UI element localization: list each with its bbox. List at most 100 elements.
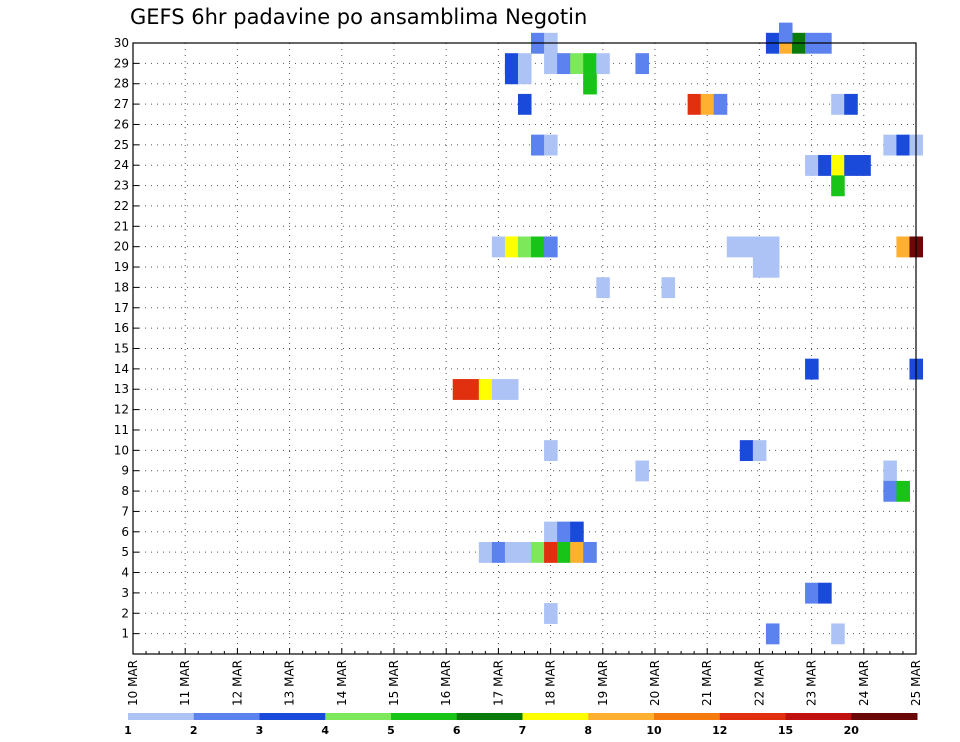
legend-label: 3 [256, 724, 264, 737]
precip-cell [570, 53, 584, 75]
precip-cell [544, 53, 558, 75]
precip-cell [726, 236, 741, 258]
y-tick-label: 18 [114, 280, 129, 294]
precip-cell [544, 541, 558, 563]
y-tick-label: 3 [121, 586, 129, 600]
precip-cell [491, 379, 506, 400]
precip-cell [570, 521, 584, 543]
precip-cell [635, 460, 649, 482]
y-tick-label: 19 [114, 260, 129, 274]
precip-cell [805, 358, 819, 380]
precip-cell [805, 155, 819, 176]
precip-cell [531, 236, 545, 258]
precip-cell [635, 53, 649, 75]
precip-cell [883, 134, 897, 156]
x-tick-label: 10 MAR [126, 660, 140, 706]
legend-label: 10 [646, 724, 662, 737]
legend-swatch [785, 713, 852, 720]
precip-cell [831, 175, 845, 197]
precip-cell [739, 440, 754, 462]
precip-cell [491, 541, 506, 563]
precip-cell [661, 277, 676, 299]
y-tick-label: 21 [114, 219, 129, 233]
legend-swatch [325, 713, 392, 720]
precip-cell [765, 236, 780, 258]
x-tick-label: 18 MAR [544, 660, 558, 706]
precip-cell [596, 277, 610, 299]
y-tick-label: 26 [114, 117, 129, 131]
legend-label: 6 [453, 724, 461, 737]
y-tick-label: 16 [114, 321, 129, 335]
x-tick-label: 24 MAR [857, 660, 871, 706]
legend-swatch [193, 713, 260, 720]
precip-cell [752, 256, 767, 278]
precip-cell [544, 440, 558, 462]
legend-swatch [588, 713, 655, 720]
y-tick-label: 28 [114, 77, 129, 91]
legend-swatch [128, 713, 195, 720]
y-tick-label: 12 [114, 403, 129, 417]
legend-label: 5 [387, 724, 395, 737]
x-tick-label: 11 MAR [178, 660, 192, 706]
x-tick-label: 15 MAR [387, 660, 401, 706]
x-tick-label: 19 MAR [596, 660, 610, 706]
precip-cell [570, 541, 584, 563]
y-tick-label: 4 [121, 566, 129, 580]
y-tick-label: 29 [114, 56, 129, 70]
y-tick-label: 22 [114, 199, 129, 213]
precip-cell [765, 623, 780, 645]
precip-cell [831, 93, 845, 115]
legend-label: 1 [124, 724, 132, 737]
precip-cell [831, 623, 845, 645]
chart-title: GEFS 6hr padavine po ansamblima Negotin [130, 5, 587, 29]
y-axis: 1234567891011121314151617181920212223242… [114, 36, 139, 641]
x-tick-label: 12 MAR [230, 660, 244, 706]
precip-cell [517, 93, 532, 115]
y-tick-label: 30 [114, 36, 129, 50]
x-tick-label: 22 MAR [752, 660, 766, 706]
legend-swatch [851, 713, 918, 720]
legend-swatch [391, 713, 458, 720]
x-tick-label: 17 MAR [491, 660, 505, 706]
y-tick-label: 25 [114, 138, 129, 152]
precip-cell [478, 379, 493, 400]
precip-cell [491, 236, 506, 258]
legend-label: 4 [321, 724, 329, 737]
precip-cell [544, 236, 558, 258]
y-tick-label: 8 [121, 484, 129, 498]
precip-cell [752, 440, 767, 462]
precip-cell [896, 236, 910, 258]
cells [452, 22, 924, 645]
precip-cell [857, 155, 871, 176]
precip-cell [544, 603, 558, 624]
y-tick-label: 10 [114, 443, 129, 457]
legend-label: 7 [519, 724, 527, 737]
x-tick-label: 23 MAR [805, 660, 819, 706]
precip-cell [896, 480, 910, 502]
precip-cell [557, 53, 571, 75]
legend-label: 8 [584, 724, 592, 737]
precip-cell [583, 73, 597, 95]
precip-cell [765, 256, 780, 278]
y-tick-label: 23 [114, 179, 129, 193]
precip-cell [687, 93, 702, 115]
y-tick-label: 9 [121, 464, 129, 478]
legend-swatch [654, 713, 721, 720]
x-tick-label: 21 MAR [700, 660, 714, 706]
precip-cell [504, 236, 519, 258]
y-tick-label: 14 [114, 362, 129, 376]
x-tick-label: 16 MAR [439, 660, 453, 706]
x-tick-label: 20 MAR [648, 660, 662, 706]
precip-cell [504, 379, 519, 400]
y-tick-label: 1 [121, 627, 129, 641]
legend: 1 2 3 4 5 6 7 8 10 12 15 20 [124, 713, 918, 737]
y-tick-label: 15 [114, 342, 129, 356]
y-tick-label: 5 [121, 545, 129, 559]
precip-cell [504, 63, 519, 85]
precip-cell [831, 155, 845, 176]
legend-swatch [259, 713, 326, 720]
precip-cell [818, 155, 832, 176]
x-tick-label: 14 MAR [335, 660, 349, 706]
y-tick-label: 2 [121, 606, 129, 620]
y-tick-label: 7 [121, 504, 129, 518]
